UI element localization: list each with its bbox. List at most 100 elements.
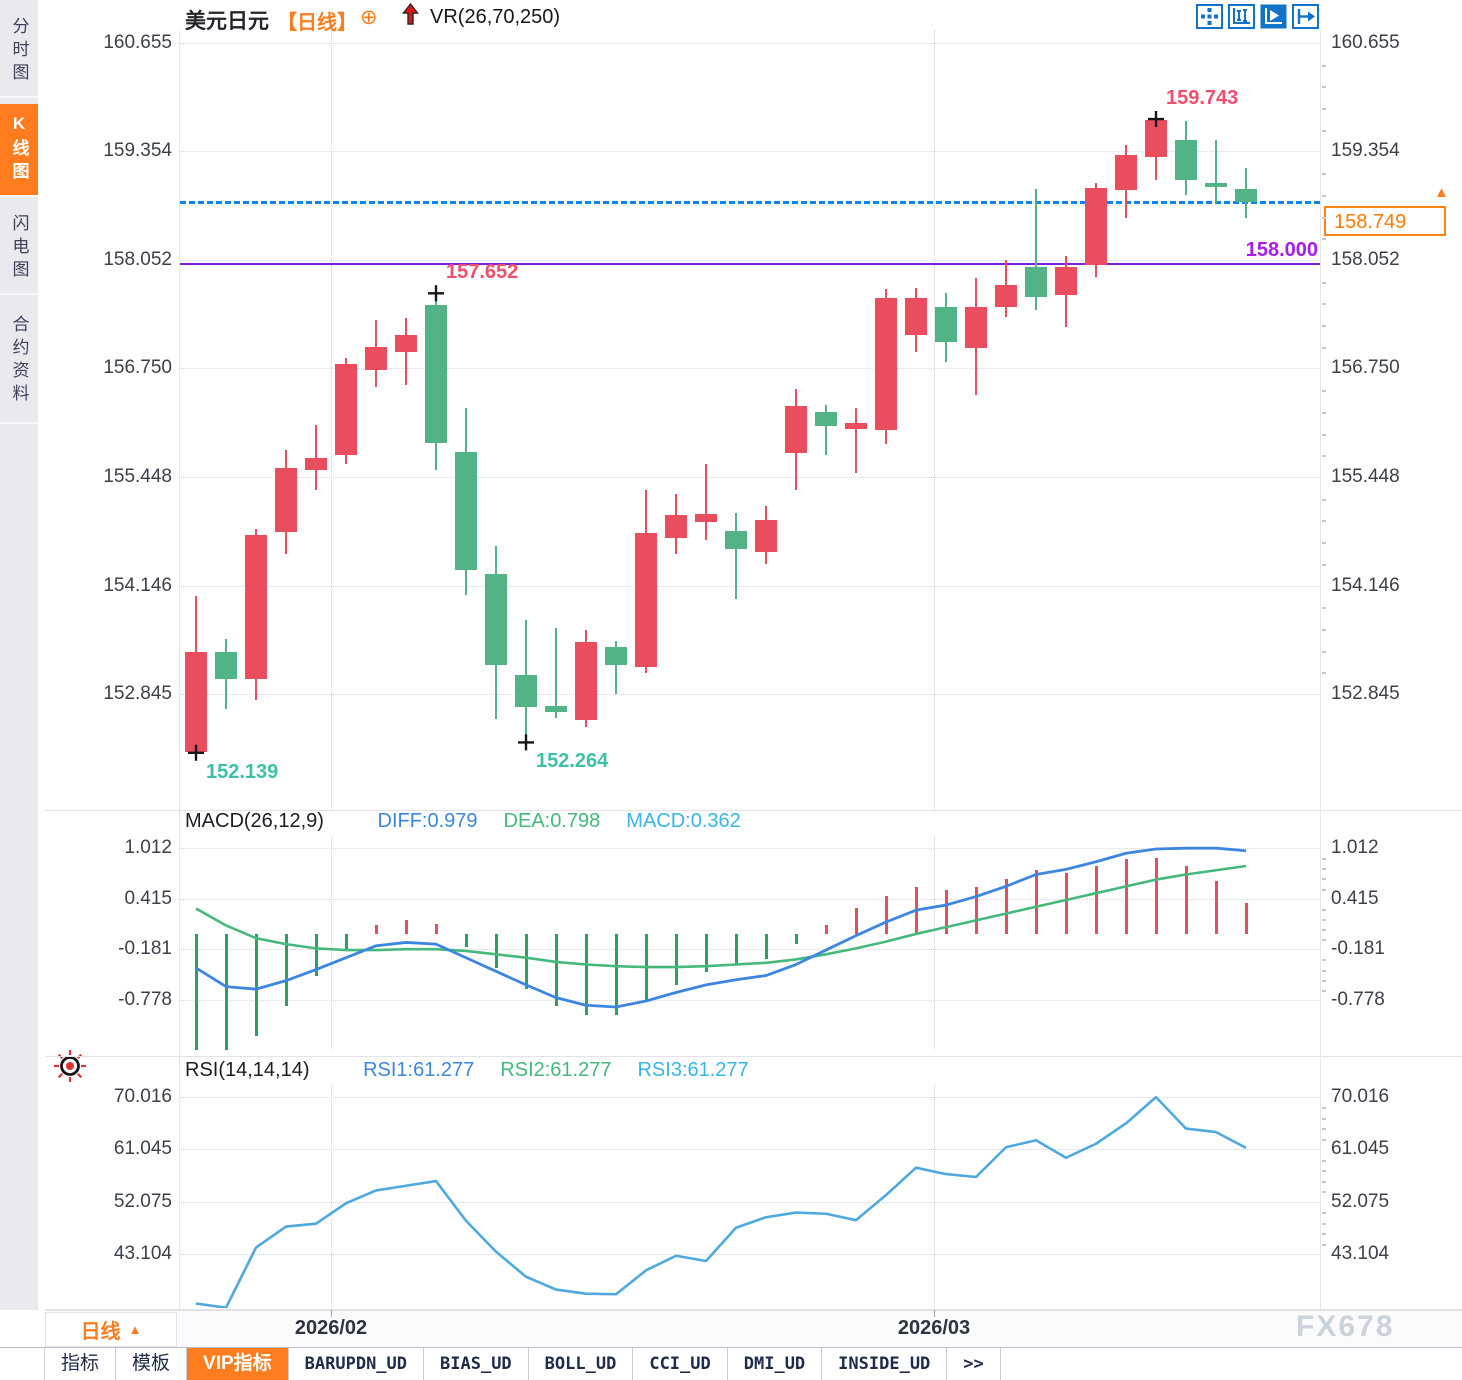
auto-scroll-icon[interactable] <box>1260 4 1287 29</box>
candle-body <box>365 346 387 371</box>
candle-body <box>665 515 687 538</box>
tab-templates[interactable]: 模板 <box>116 1348 188 1380</box>
tab-dmi[interactable]: DMI_UD <box>728 1348 823 1380</box>
macd-histogram-bar <box>555 933 558 1007</box>
candle-body <box>725 531 747 549</box>
macd-histogram-bar <box>735 933 738 964</box>
macd-histogram-bar <box>705 933 708 973</box>
candle-body <box>1145 120 1167 157</box>
rsi-params: RSI(14,14,14) <box>185 1059 310 1081</box>
pan-icon[interactable] <box>1196 4 1223 29</box>
macd-plot[interactable] <box>180 836 1320 1050</box>
macd-histogram-bar <box>765 933 768 960</box>
sidebar-tab-contract-info[interactable]: 合约资料 <box>0 300 38 424</box>
rsi-minor-tick <box>1322 1222 1326 1225</box>
candle-body <box>215 651 237 679</box>
period-tag[interactable]: 【日线】 <box>277 12 357 34</box>
macd-histogram-bar <box>465 933 468 947</box>
tab-inside[interactable]: INSIDE_UD <box>822 1348 948 1380</box>
macd-histogram-bar <box>1245 903 1248 934</box>
tab-bias[interactable]: BIAS_UD <box>424 1348 529 1380</box>
rsi-ytick-label: 52.075 <box>1331 1190 1390 1212</box>
price-gridline <box>180 259 1320 261</box>
price-ytick-label: 160.655 <box>1331 32 1400 53</box>
price-minor-tick <box>1322 346 1326 349</box>
macd-histogram-bar <box>285 933 288 1007</box>
candle-wick <box>1215 140 1217 204</box>
panel-divider <box>45 1309 1462 1310</box>
sidebar-tab-kline-chart[interactable]: K线图 <box>0 104 38 197</box>
candle-wick <box>855 408 857 473</box>
macd-minor-tick <box>1322 888 1326 891</box>
price-ytick-label: 160.655 <box>103 32 172 53</box>
candle-body <box>995 285 1017 307</box>
indicator-tab-bar: 指标 模板 VIP指标 BARUPDN_UD BIAS_UD BOLL_UD CCI_UD D… <box>0 1347 1462 1380</box>
rsi-minor-tick <box>1322 1117 1326 1120</box>
price-minor-tick <box>1322 173 1326 176</box>
live-alert-icon[interactable] <box>52 1048 88 1089</box>
price-ytick-label: 159.354 <box>103 140 172 162</box>
price-ytick-label: 155.448 <box>1331 466 1400 487</box>
time-axis-strip <box>45 1310 1462 1348</box>
candle-body <box>275 467 297 532</box>
candle-body <box>515 675 537 707</box>
candle-wick <box>405 318 407 386</box>
time-axis-tick <box>331 1310 332 1317</box>
tab-indicators[interactable]: 指标 <box>45 1348 117 1380</box>
macd-ytick-label: 1.012 <box>124 837 172 858</box>
price-minor-tick <box>1322 607 1326 610</box>
price-ytick-label: 156.750 <box>103 357 172 379</box>
price-minor-tick <box>1322 86 1326 89</box>
watermark: FX678 <box>1296 1310 1395 1343</box>
rsi-ytick-label: 70.016 <box>1331 1086 1390 1107</box>
candle-body <box>875 297 897 431</box>
indicator-readout: DIFF:0.979 <box>377 810 478 832</box>
tab-vip-indicators[interactable]: VIP指标 <box>187 1348 289 1380</box>
rsi-gridline <box>180 1097 1320 1098</box>
macd-histogram-bar <box>855 908 858 934</box>
price-minor-tick <box>1322 672 1326 675</box>
price-minor-tick <box>1322 64 1326 67</box>
vr-indicator-label: VR(26,70,250) <box>430 6 561 28</box>
jump-latest-icon[interactable] <box>1292 4 1319 29</box>
macd-minor-tick <box>1322 979 1326 982</box>
sidebar-tab-flash-chart[interactable]: 闪电图 <box>0 203 38 295</box>
price-minor-tick <box>1322 455 1326 458</box>
price-gridline <box>180 585 1320 587</box>
rsi-plot[interactable] <box>180 1085 1320 1308</box>
rsi-gridline <box>180 1201 1320 1203</box>
sidebar-tab-time-chart[interactable]: 分时图 <box>0 6 38 98</box>
rsi-gridline <box>180 1253 1320 1255</box>
horizontal-line-price-label: 158.000 <box>1245 239 1318 261</box>
candlestick-plot[interactable]: 152.139 152.264 157.652 159.743 <box>180 30 1320 810</box>
candle-body <box>1025 266 1047 297</box>
tab-more[interactable]: >> <box>947 1348 1001 1380</box>
rsi-minor-tick <box>1322 1191 1326 1194</box>
tab-boll[interactable]: BOLL_UD <box>529 1348 634 1380</box>
macd-gridline <box>180 1000 1320 1001</box>
candle-body <box>425 305 447 444</box>
tab-barupdn[interactable]: BARUPDN_UD <box>289 1348 425 1380</box>
price-minor-tick <box>1322 108 1326 111</box>
period-selector[interactable]: 日线 ▲ <box>45 1312 177 1347</box>
macd-histogram-bar <box>675 933 678 985</box>
candle-body <box>575 641 597 721</box>
candle-body <box>185 651 207 752</box>
tab-cci[interactable]: CCI_UD <box>633 1348 728 1380</box>
time-gridline <box>934 836 935 1050</box>
indicator-readout: MACD:0.362 <box>626 810 741 832</box>
macd-header: MACD(26,12,9) DIFF:0.979 DEA:0.798 MACD:0.… <box>185 810 767 833</box>
scale-range-icon[interactable] <box>1228 4 1255 29</box>
rsi-minor-tick <box>1322 1233 1326 1236</box>
add-indicator-icon[interactable]: ⊕ <box>360 6 378 29</box>
drawn-horizontal-line[interactable] <box>180 263 1320 266</box>
current-price-box: 158.749 <box>1324 206 1446 236</box>
time-gridline <box>331 836 332 1050</box>
rsi-ytick-label: 43.104 <box>1331 1242 1390 1264</box>
panel-divider <box>45 1056 1462 1057</box>
candle-body <box>635 532 657 667</box>
price-minor-tick <box>1322 390 1326 393</box>
price-minor-tick <box>1322 563 1326 566</box>
candle-body <box>455 451 477 571</box>
price-minor-tick <box>1322 498 1326 501</box>
